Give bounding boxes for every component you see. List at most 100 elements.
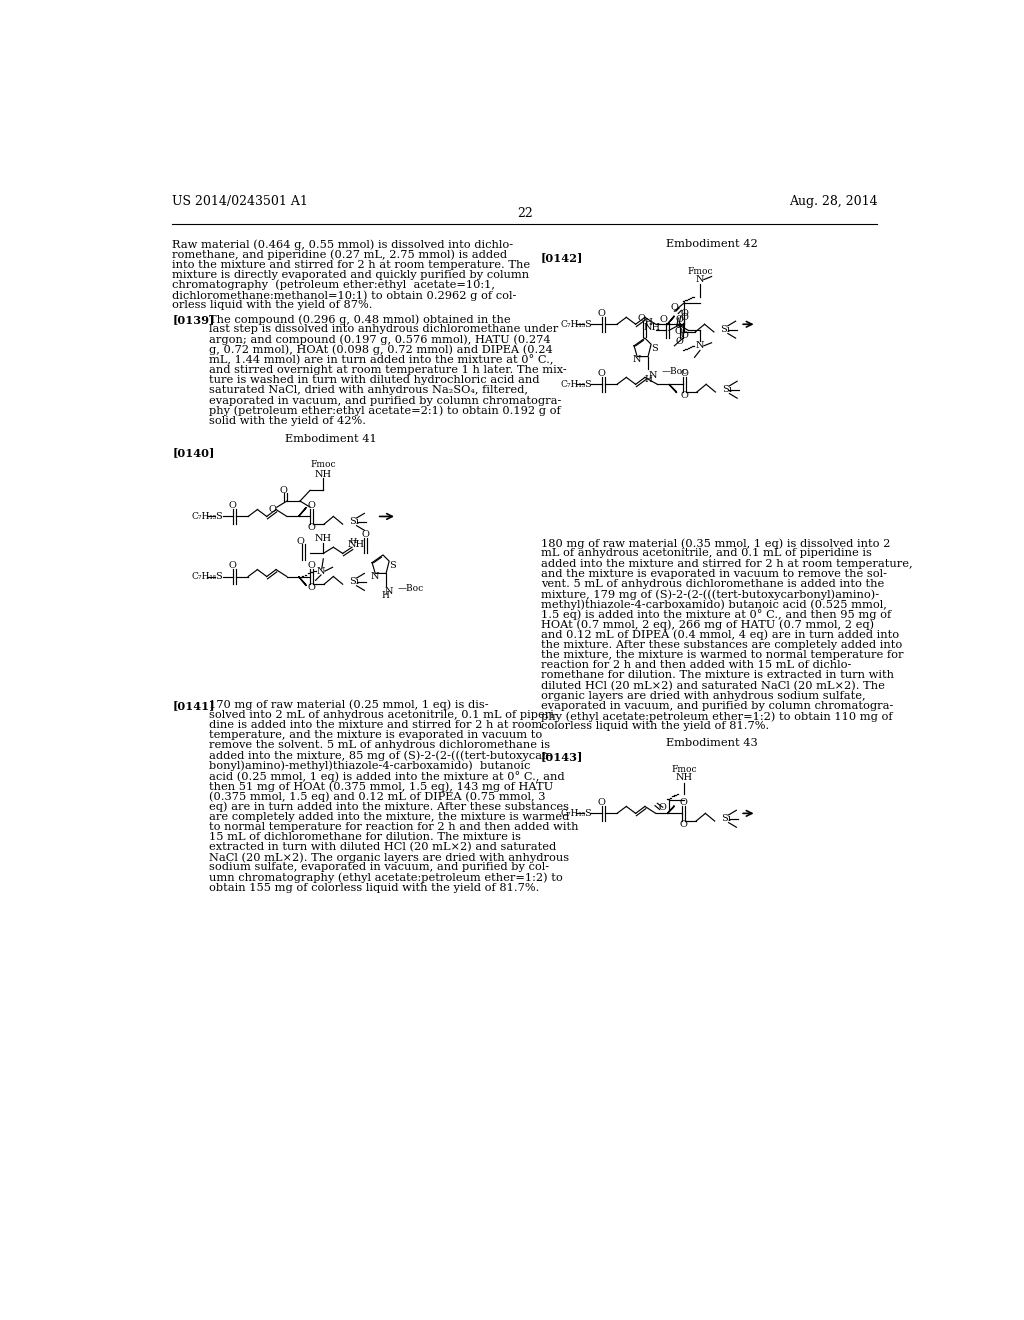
Text: romethane for dilution. The mixture is extracted in turn with: romethane for dilution. The mixture is e… — [541, 671, 894, 680]
Text: S: S — [651, 345, 657, 354]
Text: H: H — [644, 318, 652, 327]
Text: O: O — [308, 502, 315, 510]
Text: [0139]: [0139] — [172, 314, 215, 325]
Text: S: S — [389, 561, 395, 570]
Text: O: O — [658, 804, 667, 813]
Text: Embodiment 43: Embodiment 43 — [666, 738, 758, 747]
Text: Raw material (0.464 g, 0.55 mmol) is dissolved into dichlo-: Raw material (0.464 g, 0.55 mmol) is dis… — [172, 239, 513, 249]
Text: ture is washed in turn with diluted hydrochloric acid and: ture is washed in turn with diluted hydr… — [209, 375, 539, 385]
Text: O: O — [638, 314, 646, 322]
Text: N: N — [695, 275, 705, 284]
Text: S: S — [585, 319, 591, 329]
Text: H: H — [381, 591, 389, 601]
Text: remove the solvent. 5 mL of anhydrous dichloromethane is: remove the solvent. 5 mL of anhydrous di… — [209, 741, 550, 750]
Text: N: N — [385, 586, 393, 595]
Text: the mixture, the mixture is warmed to normal temperature for: the mixture, the mixture is warmed to no… — [541, 651, 903, 660]
Text: 170 mg of raw material (0.25 mmol, 1 eq) is dis-: 170 mg of raw material (0.25 mmol, 1 eq)… — [209, 700, 488, 710]
Text: O: O — [681, 309, 688, 318]
Text: 180 mg of raw material (0.35 mmol, 1 eq) is dissolved into 2: 180 mg of raw material (0.35 mmol, 1 eq)… — [541, 539, 891, 549]
Text: C₇H₁₅: C₇H₁₅ — [191, 572, 217, 581]
Text: eq) are in turn added into the mixture. After these substances: eq) are in turn added into the mixture. … — [209, 801, 568, 812]
Text: mL, 1.44 mmol) are in turn added into the mixture at 0° C.,: mL, 1.44 mmol) are in turn added into th… — [209, 355, 553, 366]
Text: evaporated in vacuum, and purified by column chromatogra-: evaporated in vacuum, and purified by co… — [541, 701, 894, 711]
Text: Si: Si — [349, 517, 358, 527]
Text: C₇H₁₅: C₇H₁₅ — [560, 809, 586, 818]
Text: O: O — [598, 309, 605, 318]
Text: orless liquid with the yield of 87%.: orless liquid with the yield of 87%. — [172, 300, 373, 310]
Text: 22: 22 — [517, 207, 532, 220]
Text: dine is added into the mixture and stirred for 2 h at room: dine is added into the mixture and stirr… — [209, 719, 542, 730]
Text: —Boc: —Boc — [397, 585, 424, 593]
Text: C₇H₁₅: C₇H₁₅ — [560, 319, 586, 329]
Text: [0141]: [0141] — [172, 700, 215, 710]
Text: g, 0.72 mmol), HOAt (0.098 g, 0.72 mmol) and DIPEA (0.24: g, 0.72 mmol), HOAt (0.098 g, 0.72 mmol)… — [209, 345, 552, 355]
Text: O: O — [659, 315, 668, 325]
Text: extracted in turn with diluted HCl (20 mL×2) and saturated: extracted in turn with diluted HCl (20 m… — [209, 842, 556, 853]
Text: HOAt (0.7 mmol, 2 eq), 266 mg of HATU (0.7 mmol, 2 eq): HOAt (0.7 mmol, 2 eq), 266 mg of HATU (0… — [541, 619, 874, 630]
Text: added into the mixture and stirred for 2 h at room temperature,: added into the mixture and stirred for 2… — [541, 558, 912, 569]
Text: [0142]: [0142] — [541, 252, 584, 264]
Text: O: O — [308, 583, 315, 591]
Text: S: S — [585, 380, 591, 389]
Text: Aug. 28, 2014: Aug. 28, 2014 — [788, 195, 878, 209]
Text: S: S — [585, 809, 591, 818]
Text: NH: NH — [643, 323, 660, 331]
Text: Fmoc: Fmoc — [310, 461, 336, 470]
Text: vent. 5 mL of anhydrous dichloromethane is added into the: vent. 5 mL of anhydrous dichloromethane … — [541, 579, 885, 589]
Text: Si: Si — [720, 325, 730, 334]
Text: N: N — [633, 355, 641, 364]
Text: mixture is directly evaporated and quickly purified by column: mixture is directly evaporated and quick… — [172, 269, 529, 280]
Polygon shape — [668, 805, 675, 813]
Text: umn chromatography (ethyl acetate:petroleum ether=1:2) to: umn chromatography (ethyl acetate:petrol… — [209, 873, 562, 883]
Polygon shape — [299, 577, 306, 586]
Text: O: O — [269, 506, 276, 513]
Text: reaction for 2 h and then added with 15 mL of dichlo-: reaction for 2 h and then added with 15 … — [541, 660, 851, 671]
Text: NaCl (20 mL×2). The organic layers are dried with anhydrous: NaCl (20 mL×2). The organic layers are d… — [209, 853, 568, 863]
Text: O: O — [308, 561, 315, 570]
Text: —Boc: —Boc — [662, 367, 687, 376]
Text: H: H — [349, 537, 356, 545]
Text: mixture, 179 mg of (S)-2-(2-(((tert-butoxycarbonyl)amino)-: mixture, 179 mg of (S)-2-(2-(((tert-buto… — [541, 589, 880, 599]
Text: temperature, and the mixture is evaporated in vacuum to: temperature, and the mixture is evaporat… — [209, 730, 542, 741]
Text: S: S — [215, 512, 222, 521]
Text: then 51 mg of HOAt (0.375 mmol, 1.5 eq), 143 mg of HATU: then 51 mg of HOAt (0.375 mmol, 1.5 eq),… — [209, 781, 553, 792]
Text: N: N — [648, 371, 657, 380]
Text: (0.375 mmol, 1.5 eq) and 0.12 mL of DIPEA (0.75 mmol, 3: (0.375 mmol, 1.5 eq) and 0.12 mL of DIPE… — [209, 791, 545, 801]
Text: O: O — [675, 327, 682, 337]
Text: O: O — [680, 799, 687, 807]
Text: O: O — [308, 523, 315, 532]
Text: mL of anhydrous acetonitrile, and 0.1 mL of piperidine is: mL of anhydrous acetonitrile, and 0.1 mL… — [541, 549, 872, 558]
Text: O: O — [671, 302, 678, 312]
Polygon shape — [668, 315, 675, 325]
Text: C₇H₁₅: C₇H₁₅ — [191, 512, 217, 521]
Text: Fmoc: Fmoc — [687, 267, 713, 276]
Text: are completely added into the mixture, the mixture is warmed: are completely added into the mixture, t… — [209, 812, 569, 821]
Text: NH: NH — [314, 470, 332, 479]
Text: O: O — [280, 486, 288, 495]
Text: colorless liquid with the yield of 81.7%.: colorless liquid with the yield of 81.7%… — [541, 721, 769, 731]
Text: O: O — [676, 315, 684, 325]
Text: Si: Si — [722, 385, 731, 395]
Text: Embodiment 41: Embodiment 41 — [285, 434, 377, 444]
Text: diluted HCl (20 mL×2) and saturated NaCl (20 mL×2). The: diluted HCl (20 mL×2) and saturated NaCl… — [541, 681, 885, 690]
Text: added into the mixture, 85 mg of (S)-2-(2-(((tert-butoxycar-: added into the mixture, 85 mg of (S)-2-(… — [209, 751, 551, 762]
Text: Si: Si — [349, 577, 358, 586]
Text: N: N — [316, 566, 326, 576]
Text: Si: Si — [721, 814, 731, 824]
Text: phy (petroleum ether:ethyl acetate=2:1) to obtain 0.192 g of: phy (petroleum ether:ethyl acetate=2:1) … — [209, 405, 560, 416]
Text: O: O — [598, 799, 605, 807]
Text: 1.5 eq) is added into the mixture at 0° C., and then 95 mg of: 1.5 eq) is added into the mixture at 0° … — [541, 610, 891, 620]
Text: saturated NaCl, dried with anhydrous Na₂SO₄, filtered,: saturated NaCl, dried with anhydrous Na₂… — [209, 385, 527, 396]
Text: O: O — [681, 391, 688, 400]
Text: US 2014/0243501 A1: US 2014/0243501 A1 — [172, 195, 308, 209]
Text: solid with the yield of 42%.: solid with the yield of 42%. — [209, 416, 366, 426]
Text: O: O — [680, 820, 687, 829]
Text: organic layers are dried with anhydrous sodium sulfate,: organic layers are dried with anhydrous … — [541, 690, 865, 701]
Text: NH: NH — [314, 533, 332, 543]
Text: and the mixture is evaporated in vacuum to remove the sol-: and the mixture is evaporated in vacuum … — [541, 569, 887, 578]
Text: solved into 2 mL of anhydrous acetonitrile, 0.1 mL of piperi-: solved into 2 mL of anhydrous acetonitri… — [209, 710, 557, 719]
Text: S: S — [215, 572, 222, 581]
Text: Fmoc: Fmoc — [672, 766, 697, 774]
Text: the mixture. After these substances are completely added into: the mixture. After these substances are … — [541, 640, 902, 649]
Text: [0140]: [0140] — [172, 447, 215, 458]
